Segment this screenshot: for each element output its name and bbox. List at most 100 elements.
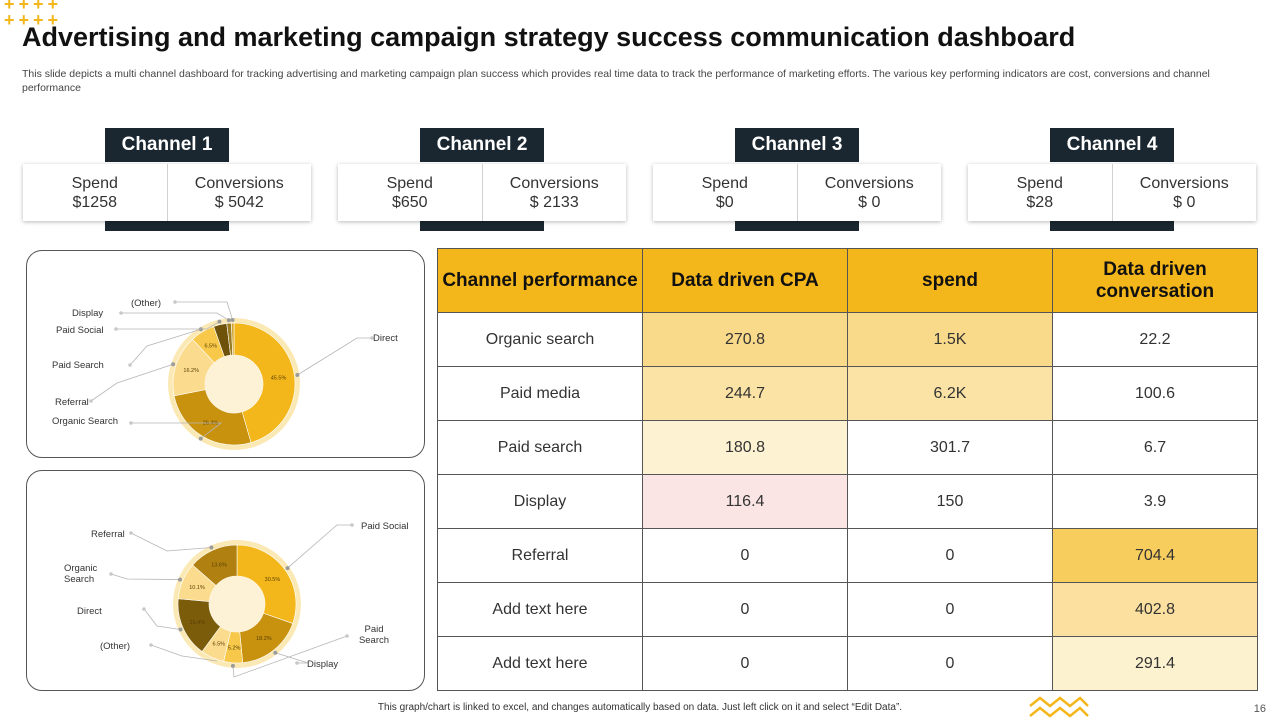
- header-channel-performance: Channel performance: [437, 248, 643, 313]
- conversions-label: Conversions: [824, 175, 914, 192]
- cell-cpa: 0: [642, 582, 848, 637]
- callout-line: [116, 321, 220, 330]
- table-row: Referral 0 0 704.4: [437, 528, 1258, 583]
- callout-end-dot: [114, 327, 118, 331]
- cell-channel: Paid media: [437, 366, 643, 421]
- channel-tab: Channel 2: [420, 128, 544, 162]
- table-row: Display 116.4 150 3.9: [437, 474, 1258, 529]
- cell-conversation: 3.9: [1052, 474, 1258, 529]
- callout-end-dot: [129, 531, 133, 535]
- callout-line: [121, 312, 229, 321]
- spend-label: Spend: [701, 175, 748, 192]
- channel-card-1: Spend $1258 Conversions $ 5042 Channel 1: [23, 128, 311, 231]
- cell-spend: 150: [847, 474, 1053, 529]
- spend-cell: Spend $1258: [23, 164, 167, 221]
- cell-cpa: 0: [642, 636, 848, 691]
- donut-data-label: 18.2%: [256, 636, 272, 642]
- table-row: Add text here 0 0 402.8: [437, 582, 1258, 637]
- conversions-label: Conversions: [1139, 175, 1229, 192]
- callout-line: [232, 635, 348, 678]
- callout-dot: [217, 319, 222, 324]
- plus-decoration: ++++ ++++: [4, 0, 63, 30]
- conversions-value: $ 0: [858, 194, 881, 211]
- donut-chart-2: 30.5% 18.2% 5.2%6.5% 16.4% 10.1% 13.6% Paid So…: [64, 521, 409, 678]
- cell-cpa: 180.8: [642, 420, 848, 475]
- cell-channel: Add text here: [437, 636, 643, 691]
- callout-end-dot: [142, 607, 146, 611]
- callout-end-dot: [109, 572, 113, 576]
- callout-end-dot: [128, 363, 132, 367]
- conversions-value: $ 5042: [214, 194, 264, 211]
- header-conversation: Data driven conversation: [1052, 248, 1258, 313]
- donut-hole: [205, 355, 263, 413]
- cell-channel: Add text here: [437, 582, 643, 637]
- table-row: Add text here 0 0 291.4: [437, 636, 1258, 691]
- conversions-cell: Conversions $ 0: [796, 164, 942, 221]
- table-row: Paid search 180.8 301.7 6.7: [437, 420, 1258, 475]
- table-row: Paid media 244.7 6.2K 100.6: [437, 366, 1258, 421]
- donut-data-label: 5.2%: [228, 645, 241, 651]
- cell-spend: 0: [847, 582, 1053, 637]
- spend-label: Spend: [1016, 175, 1063, 192]
- channel-card-2: Spend $650 Conversions $ 2133 Channel 2: [338, 128, 626, 231]
- callout-end-dot: [345, 634, 349, 638]
- zigzag-decoration: [1029, 696, 1089, 718]
- header-spend: spend: [847, 248, 1053, 313]
- cell-spend: 6.2K: [847, 366, 1053, 421]
- donut-legend-label: Paid: [364, 624, 383, 635]
- spend-label: Spend: [386, 175, 433, 192]
- donut-data-label: 10.1%: [189, 585, 205, 591]
- spend-value: $650: [391, 194, 428, 211]
- donut-legend-label: Paid Social: [361, 521, 409, 532]
- conversions-label: Conversions: [509, 175, 599, 192]
- channel-performance-table: Channel performance Data driven CPA spen…: [437, 248, 1258, 691]
- callout-dot: [178, 627, 183, 632]
- donut-data-label: 45.5%: [271, 376, 287, 382]
- donut-legend-label: Search: [64, 574, 94, 585]
- callout-end-dot: [295, 661, 299, 665]
- cell-spend: 1.5K: [847, 312, 1053, 367]
- spend-value: $28: [1026, 194, 1054, 211]
- cell-conversation: 22.2: [1052, 312, 1258, 367]
- donut-chart-2-panel: 30.5% 18.2% 5.2% 6.5% 16.4% 10.1% 13.6% Paid So…: [26, 470, 425, 691]
- cell-spend: 0: [847, 528, 1053, 583]
- donut-legend-label: Paid Search: [52, 360, 104, 371]
- channel-metrics: Spend $1258 Conversions $ 5042: [23, 164, 311, 221]
- channel-tab-foot: [735, 221, 859, 231]
- donut-legend-label: Referral: [91, 529, 125, 540]
- donut-data-label: 13.6%: [211, 562, 227, 568]
- callout-line: [143, 608, 181, 630]
- cell-channel: Paid search: [437, 420, 643, 475]
- donut-legend-label: Direct: [373, 333, 398, 344]
- donut-data-label: 30.5%: [265, 577, 281, 583]
- channel-tab: Channel 3: [735, 128, 859, 162]
- callout-dot: [178, 577, 183, 582]
- channel-metrics: Spend $0 Conversions $ 0: [653, 164, 941, 221]
- callout-line: [131, 422, 223, 439]
- callout-line: [130, 532, 212, 552]
- callout-dot: [230, 663, 235, 668]
- conversions-value: $ 2133: [529, 194, 579, 211]
- page-title: Advertising and marketing campaign strat…: [22, 22, 1076, 52]
- spend-value: $1258: [72, 194, 118, 211]
- channel-card-3: Spend $0 Conversions $ 0 Channel 3: [653, 128, 941, 231]
- donut-legend-label: (Other): [131, 298, 161, 309]
- callout-dot: [295, 372, 300, 377]
- cell-channel: Organic search: [437, 312, 643, 367]
- donut-legend-label: Direct: [77, 606, 102, 617]
- channel-tab-foot: [1050, 221, 1174, 231]
- callout-line: [110, 573, 181, 580]
- donut-legend-label: Organic: [64, 563, 98, 574]
- callout-dot: [198, 436, 203, 441]
- donut-legend-label: Paid Social: [56, 325, 104, 336]
- spend-cell: Spend $650: [338, 164, 482, 221]
- donut-legend-label: Organic Search: [52, 416, 118, 427]
- page-number: 16: [1253, 703, 1266, 715]
- callout-line: [129, 328, 202, 366]
- cell-cpa: 270.8: [642, 312, 848, 367]
- channel-card-4: Spend $28 Conversions $ 0 Channel 4: [968, 128, 1256, 231]
- channel-metrics: Spend $28 Conversions $ 0: [968, 164, 1256, 221]
- donut-legend-label: Search: [359, 635, 389, 646]
- channel-tab-foot: [420, 221, 544, 231]
- donut-hole: [209, 576, 265, 632]
